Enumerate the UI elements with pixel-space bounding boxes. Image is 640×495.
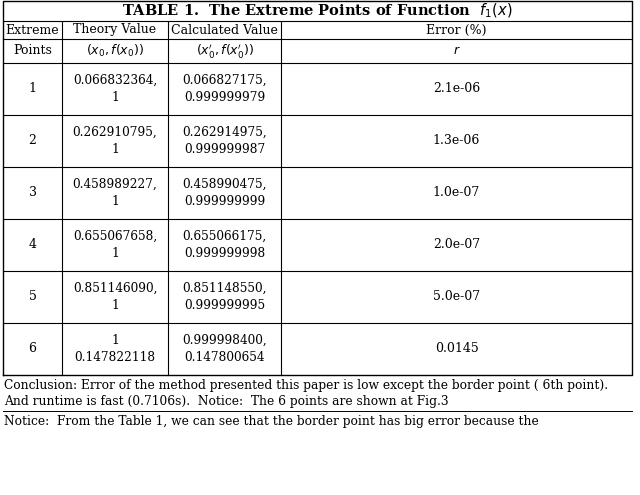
Text: 0.147822118: 0.147822118 xyxy=(74,351,156,364)
Text: 1: 1 xyxy=(111,334,119,347)
Text: 0.655066175,: 0.655066175, xyxy=(182,230,267,243)
Text: $(x_0^{\prime}, f(x_0^{\prime}))$: $(x_0^{\prime}, f(x_0^{\prime}))$ xyxy=(196,42,253,60)
Text: 0.458990475,: 0.458990475, xyxy=(182,178,267,191)
Text: 3: 3 xyxy=(29,187,36,199)
Text: 2.0e-07: 2.0e-07 xyxy=(433,239,480,251)
Text: Notice:  From the Table 1, we can see that the border point has big error becaus: Notice: From the Table 1, we can see tha… xyxy=(4,414,539,428)
Text: 0.851148550,: 0.851148550, xyxy=(182,282,267,295)
Text: 0.999998400,: 0.999998400, xyxy=(182,334,267,347)
Text: 0.147800654: 0.147800654 xyxy=(184,351,265,364)
Text: $r$: $r$ xyxy=(452,45,460,57)
Text: 0.0145: 0.0145 xyxy=(435,343,478,355)
Text: 1.3e-06: 1.3e-06 xyxy=(433,135,480,148)
Text: 0.066827175,: 0.066827175, xyxy=(182,74,267,87)
Text: Extreme: Extreme xyxy=(6,23,60,37)
Text: 0.458989227,: 0.458989227, xyxy=(72,178,157,191)
Text: 0.999999979: 0.999999979 xyxy=(184,91,265,104)
Text: 2: 2 xyxy=(29,135,36,148)
Text: 1: 1 xyxy=(111,299,119,312)
Text: 1: 1 xyxy=(111,91,119,104)
Text: TABLE 1.  The Extreme Points of Function  $f_1(x)$: TABLE 1. The Extreme Points of Function … xyxy=(122,2,513,20)
Text: Error (%): Error (%) xyxy=(426,23,487,37)
Text: 4: 4 xyxy=(29,239,36,251)
Text: 5: 5 xyxy=(29,291,36,303)
Text: $(x_0, f(x_0))$: $(x_0, f(x_0))$ xyxy=(86,43,144,59)
Text: 0.262914975,: 0.262914975, xyxy=(182,126,267,139)
Text: 6: 6 xyxy=(29,343,36,355)
Text: 1: 1 xyxy=(29,83,36,96)
Text: And runtime is fast (0.7106s).  Notice:  The 6 points are shown at Fig.3: And runtime is fast (0.7106s). Notice: T… xyxy=(4,396,449,408)
Text: 1: 1 xyxy=(111,143,119,156)
Text: 1.0e-07: 1.0e-07 xyxy=(433,187,480,199)
Text: Conclusion: Error of the method presented this paper is low except the border po: Conclusion: Error of the method presente… xyxy=(4,380,608,393)
Text: 5.0e-07: 5.0e-07 xyxy=(433,291,480,303)
Text: 0.999999995: 0.999999995 xyxy=(184,299,265,312)
Text: 0.999999987: 0.999999987 xyxy=(184,143,265,156)
Text: 0.999999999: 0.999999999 xyxy=(184,195,265,208)
Text: 0.262910795,: 0.262910795, xyxy=(72,126,157,139)
Text: 0.999999998: 0.999999998 xyxy=(184,247,265,260)
Text: Calculated Value: Calculated Value xyxy=(171,23,278,37)
Text: Theory Value: Theory Value xyxy=(74,23,157,37)
Text: 0.655067658,: 0.655067658, xyxy=(73,230,157,243)
Text: 2.1e-06: 2.1e-06 xyxy=(433,83,480,96)
Text: Points: Points xyxy=(13,45,52,57)
Text: 1: 1 xyxy=(111,247,119,260)
Text: 0.851146090,: 0.851146090, xyxy=(73,282,157,295)
Text: 0.066832364,: 0.066832364, xyxy=(73,74,157,87)
Text: 1: 1 xyxy=(111,195,119,208)
